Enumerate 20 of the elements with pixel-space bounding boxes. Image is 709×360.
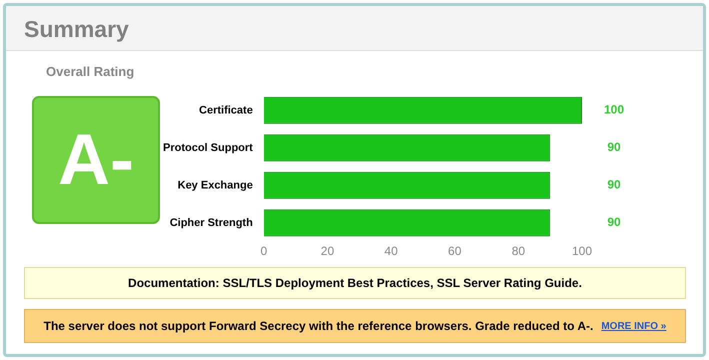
x-tick-label: 20 — [320, 244, 334, 258]
data-label: 90 — [607, 178, 621, 192]
y-tick-label: Key Exchange — [178, 179, 253, 192]
x-tick-label: 80 — [512, 244, 526, 258]
text: Summary — [24, 16, 129, 43]
y-tick-label: Cipher Strength — [170, 216, 254, 229]
text: Documentation: SSL/TLS Deployment Best Practices, SSL Server Rating Guide. — [24, 267, 686, 299]
data-label: 90 — [607, 215, 621, 230]
y-tick-label: Certificate — [199, 104, 253, 116]
x-tick-label: 60 — [448, 244, 462, 258]
x-tick-label: 100 — [572, 244, 592, 258]
text: MORE INFO » — [601, 320, 666, 332]
text: A- — [32, 96, 160, 224]
x-tick-label: 0 — [260, 244, 268, 258]
data-label: 100 — [604, 102, 624, 117]
text: The server does not support Forward Secrecy with the reference browsers. Grade reduced to A-. — [44, 319, 594, 333]
data-label: 90 — [607, 140, 621, 154]
x-tick-label: 40 — [384, 244, 398, 258]
y-tick-label: Protocol Support — [163, 142, 254, 154]
text: Overall Rating — [46, 64, 134, 79]
